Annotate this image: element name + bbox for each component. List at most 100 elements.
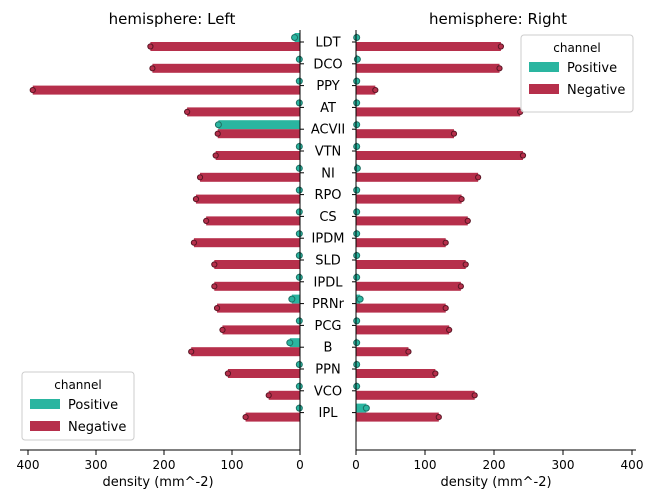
point-positive: [295, 317, 303, 325]
bar-negative: [356, 151, 523, 160]
legend-label-positive: Positive: [68, 398, 118, 413]
category-label: CS: [319, 210, 336, 225]
point-negative: [211, 261, 218, 268]
point-positive: [353, 382, 361, 390]
point-positive: [295, 99, 303, 107]
point-negative: [212, 152, 219, 159]
bar-negative: [356, 107, 521, 117]
point-positive: [295, 404, 303, 412]
bar-negative: [356, 85, 376, 95]
point-negative: [446, 326, 453, 333]
bar-negative: [356, 216, 468, 226]
legend-swatch-negative: [529, 84, 559, 94]
category-label: IPL: [319, 406, 339, 421]
point-positive: [353, 77, 361, 85]
bar-negative: [150, 42, 300, 51]
bar-negative: [356, 63, 500, 73]
category-label: AT: [320, 101, 336, 116]
point-negative: [372, 87, 379, 94]
point-positive: [353, 143, 361, 150]
bar-negative: [356, 412, 439, 422]
point-negative: [496, 65, 503, 72]
chart-title: hemisphere: Right: [429, 10, 567, 28]
category-label: RPO: [314, 188, 341, 203]
point-positive: [356, 295, 364, 303]
bar-negative: [187, 107, 300, 117]
point-negative: [442, 239, 449, 246]
bar-negative: [200, 172, 300, 182]
point-positive: [353, 99, 361, 107]
category-label: ACVII: [311, 123, 345, 138]
bar-negative: [206, 216, 300, 226]
point-positive: [353, 230, 361, 238]
bar-negative: [195, 194, 300, 204]
point-positive: [353, 273, 361, 281]
point-positive: [295, 186, 303, 194]
point-positive: [353, 208, 361, 216]
point-positive: [353, 34, 361, 41]
point-negative: [458, 196, 465, 203]
legend: channel Positive Negative: [520, 34, 634, 113]
x-tick-label: 400: [621, 458, 644, 472]
point-negative: [242, 414, 249, 421]
point-positive: [291, 34, 299, 41]
category-label: B: [324, 341, 333, 356]
point-negative: [497, 43, 504, 50]
panel-left: hemisphere: Left 400 300 200 100 0 density (mm…: [17, 10, 304, 490]
x-tick-label: 0: [296, 458, 304, 472]
point-negative: [192, 196, 200, 203]
point-positive: [295, 208, 303, 216]
point-positive: [353, 317, 361, 325]
point-negative: [435, 414, 442, 421]
bar-negative: [356, 347, 409, 357]
point-positive: [288, 295, 296, 303]
x-tick-label: 200: [483, 458, 506, 472]
bar-positive: [291, 294, 300, 304]
legend-swatch-positive: [529, 62, 559, 72]
category-label: PRNr: [312, 297, 345, 312]
point-positive: [295, 252, 303, 259]
bar-negative: [152, 63, 300, 73]
category-label: DCO: [313, 57, 342, 72]
point-negative: [519, 152, 527, 159]
point-positive: [353, 121, 361, 129]
legend-title: channel: [54, 378, 101, 392]
point-negative: [432, 370, 439, 377]
x-tick-label: 100: [221, 458, 244, 472]
point-positive: [295, 55, 303, 63]
bar-negative: [193, 238, 300, 248]
point-negative: [219, 326, 226, 333]
category-label: LDT: [315, 36, 340, 51]
legend-label-negative: Negative: [68, 420, 126, 435]
point-positive: [353, 339, 361, 347]
x-tick-label: 100: [414, 458, 437, 472]
legend-title: channel: [553, 41, 600, 55]
point-negative: [196, 174, 204, 181]
point-negative: [464, 217, 471, 224]
point-negative: [475, 174, 482, 181]
point-negative: [442, 305, 449, 312]
x-tick-label: 200: [153, 458, 176, 472]
bar-negative: [356, 281, 461, 291]
bar-positive: [289, 338, 300, 348]
bar-negative: [217, 129, 300, 139]
x-tick-label: 0: [352, 458, 360, 472]
bar-negative: [217, 303, 300, 313]
point-negative: [405, 348, 412, 355]
point-positive: [353, 252, 361, 259]
bar-negative: [214, 281, 300, 291]
point-negative: [462, 261, 469, 268]
bar-negative: [191, 347, 300, 357]
legend-swatch-negative: [30, 421, 60, 431]
legend-swatch-positive: [30, 399, 60, 409]
point-negative: [149, 65, 156, 72]
bar-negative: [356, 172, 479, 182]
bar-negative: [268, 390, 300, 400]
category-label: SLD: [315, 254, 341, 269]
bar-negative: [227, 369, 300, 378]
x-axis-label: density (mm^-2): [102, 475, 213, 490]
point-negative: [184, 108, 191, 116]
category-label: IPDM: [312, 232, 345, 247]
point-positive: [295, 143, 303, 150]
point-positive: [295, 77, 303, 85]
